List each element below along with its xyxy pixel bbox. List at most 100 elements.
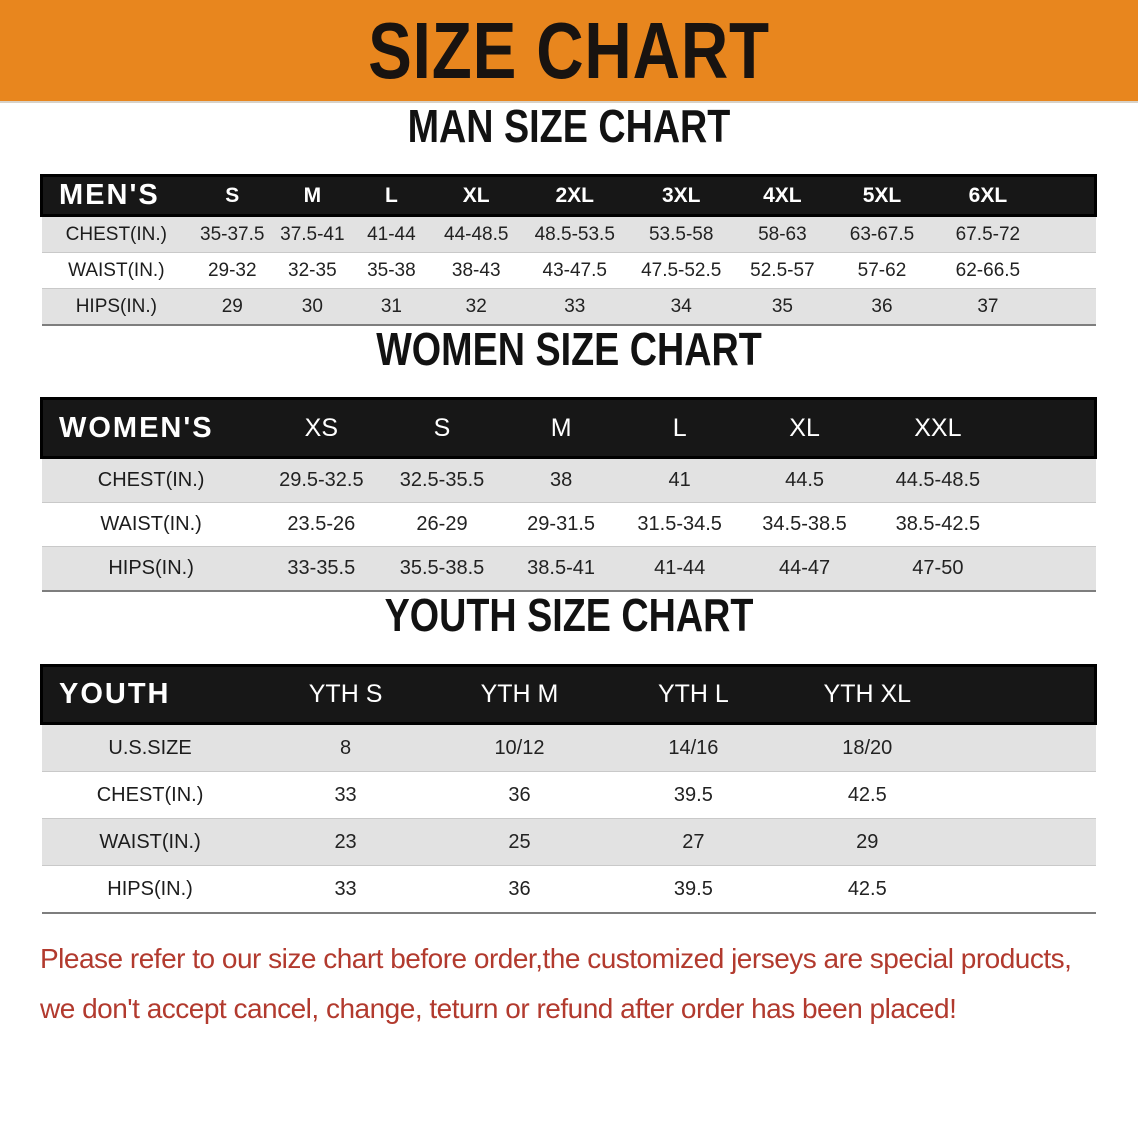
size-header: S xyxy=(381,397,503,459)
size-cell: 33-35.5 xyxy=(260,546,382,592)
size-header: M xyxy=(502,397,621,459)
women-size-table: WOMEN'S XS S M L XL XXL CHEST(IN.) 29.5-… xyxy=(39,397,1097,592)
size-header: XL xyxy=(739,397,870,459)
size-cell: 27 xyxy=(606,818,781,866)
size-header: 5XL xyxy=(830,174,934,217)
youth-size-table: YOUTH YTH S YTH M YTH L YTH XL U.S.SIZE … xyxy=(39,664,1098,914)
header-spacer xyxy=(1005,397,1097,459)
size-header: L xyxy=(620,397,740,459)
table-row: HIPS(IN.) 33 36 39.5 42.5 xyxy=(41,865,1096,914)
men-corner-label: MEN'S xyxy=(40,174,192,217)
size-cell: 35-37.5 xyxy=(200,223,265,245)
men-section-heading: MAN SIZE CHART xyxy=(407,100,731,152)
size-header: 3XL xyxy=(628,174,734,217)
table-row: HIPS(IN.) 33-35.5 35.5-38.5 38.5-41 41-4… xyxy=(41,546,1096,592)
size-header: YTH M xyxy=(432,664,607,725)
size-cell: 29 xyxy=(191,288,274,326)
row-spacer xyxy=(1042,252,1096,289)
row-spacer xyxy=(954,771,1096,819)
size-cell: 34 xyxy=(628,288,734,326)
size-header: 4XL xyxy=(733,174,831,217)
size-header: XS xyxy=(260,397,382,459)
size-cell: 29 xyxy=(780,818,955,866)
disclaimer: Please refer to our size chart before or… xyxy=(40,934,1138,1034)
size-cell: 26-29 xyxy=(381,502,503,547)
size-cell: 47-50 xyxy=(869,546,1006,592)
row-spacer xyxy=(954,724,1095,772)
table-row: HIPS(IN.) 29 30 31 32 33 34 35 36 37 xyxy=(41,288,1096,326)
measure-label: CHEST(IN.) xyxy=(41,771,259,819)
size-cell: 53.5-58 xyxy=(648,223,714,245)
size-cell: 14/16 xyxy=(668,736,719,759)
size-cell: 39.5 xyxy=(606,865,781,914)
table-row: U.S.SIZE 8 10/12 14/16 18/20 xyxy=(41,723,1096,772)
measure-label: HIPS(IN.) xyxy=(41,288,192,326)
size-cell: 42.5 xyxy=(780,771,955,819)
row-spacer xyxy=(954,865,1096,914)
size-cell: 57-62 xyxy=(830,252,934,289)
size-cell: 44-47 xyxy=(739,546,870,592)
banner-title: SIZE CHART xyxy=(368,5,770,95)
size-cell: 36 xyxy=(830,288,934,326)
header-spacer xyxy=(954,664,1098,725)
size-cell: 35 xyxy=(733,288,831,326)
size-cell: 30 xyxy=(273,288,352,326)
size-cell: 33 xyxy=(258,771,433,819)
size-cell: 38.5-41 xyxy=(502,546,621,592)
table-row: CHEST(IN.) 35-37.5 37.5-41 41-44 44-48.5… xyxy=(41,215,1096,253)
size-header: YTH S xyxy=(258,664,433,725)
size-cell: 41-44 xyxy=(620,546,740,592)
size-header: YTH XL xyxy=(780,664,955,725)
row-spacer xyxy=(1005,546,1096,592)
measure-label: HIPS(IN.) xyxy=(41,546,261,592)
measure-label: WAIST(IN.) xyxy=(41,818,259,866)
size-cell: 38 xyxy=(549,469,573,491)
row-spacer xyxy=(1006,458,1096,503)
table-row: WAIST(IN.) 23.5-26 26-29 29-31.5 31.5-34… xyxy=(41,502,1096,547)
size-cell: 34.5-38.5 xyxy=(739,502,870,547)
youth-header-row: YOUTH YTH S YTH M YTH L YTH XL xyxy=(39,664,1098,725)
size-cell: 37 xyxy=(933,288,1043,326)
size-header: XL xyxy=(431,174,522,217)
size-cell: 32-35 xyxy=(273,252,352,289)
size-cell: 52.5-57 xyxy=(733,252,831,289)
men-size-table: MEN'S S M L XL 2XL 3XL 4XL 5XL 6XL CHEST… xyxy=(40,174,1097,326)
measure-label: HIPS(IN.) xyxy=(41,865,259,914)
size-cell: 32.5-35.5 xyxy=(399,469,485,491)
size-cell: 44.5-48.5 xyxy=(895,469,981,491)
size-cell: 35.5-38.5 xyxy=(381,546,503,592)
size-cell: 63-67.5 xyxy=(849,223,915,245)
disclaimer-line-2: we don't accept cancel, change, teturn o… xyxy=(40,993,957,1024)
size-cell: 38.5-42.5 xyxy=(869,502,1006,547)
measure-label: CHEST(IN.) xyxy=(97,469,205,491)
size-cell: 38-43 xyxy=(431,252,522,289)
size-cell: 10/12 xyxy=(494,736,545,759)
women-section-heading: WOMEN SIZE CHART xyxy=(376,323,762,375)
size-header: 6XL xyxy=(933,174,1043,217)
size-header: XXL xyxy=(869,397,1006,459)
youth-corner-label: YOUTH xyxy=(39,664,259,725)
row-spacer xyxy=(954,818,1096,866)
row-spacer xyxy=(1005,502,1096,547)
men-header-row: MEN'S S M L XL 2XL 3XL 4XL 5XL 6XL xyxy=(40,174,1097,217)
measure-label: U.S.SIZE xyxy=(108,736,192,759)
size-cell: 47.5-52.5 xyxy=(628,252,734,289)
size-cell: 41-44 xyxy=(367,223,416,245)
table-row: CHEST(IN.) 33 36 39.5 42.5 xyxy=(41,771,1096,819)
women-corner-label: WOMEN'S xyxy=(39,397,261,459)
size-cell: 35-38 xyxy=(351,252,432,289)
size-cell: 23.5-26 xyxy=(260,502,382,547)
measure-label: WAIST(IN.) xyxy=(41,502,261,547)
disclaimer-line-1: Please refer to our size chart before or… xyxy=(40,943,1072,974)
header-spacer xyxy=(1042,174,1097,217)
size-cell: 33 xyxy=(521,288,629,326)
youth-section-heading: YOUTH SIZE CHART xyxy=(384,589,754,641)
size-cell: 48.5-53.5 xyxy=(534,223,615,245)
banner: SIZE CHART xyxy=(0,0,1138,103)
size-cell: 33 xyxy=(258,865,433,914)
size-cell: 67.5-72 xyxy=(955,223,1021,245)
size-header: S xyxy=(191,174,274,217)
size-cell: 43-47.5 xyxy=(521,252,629,289)
size-cell: 44-48.5 xyxy=(444,223,509,245)
